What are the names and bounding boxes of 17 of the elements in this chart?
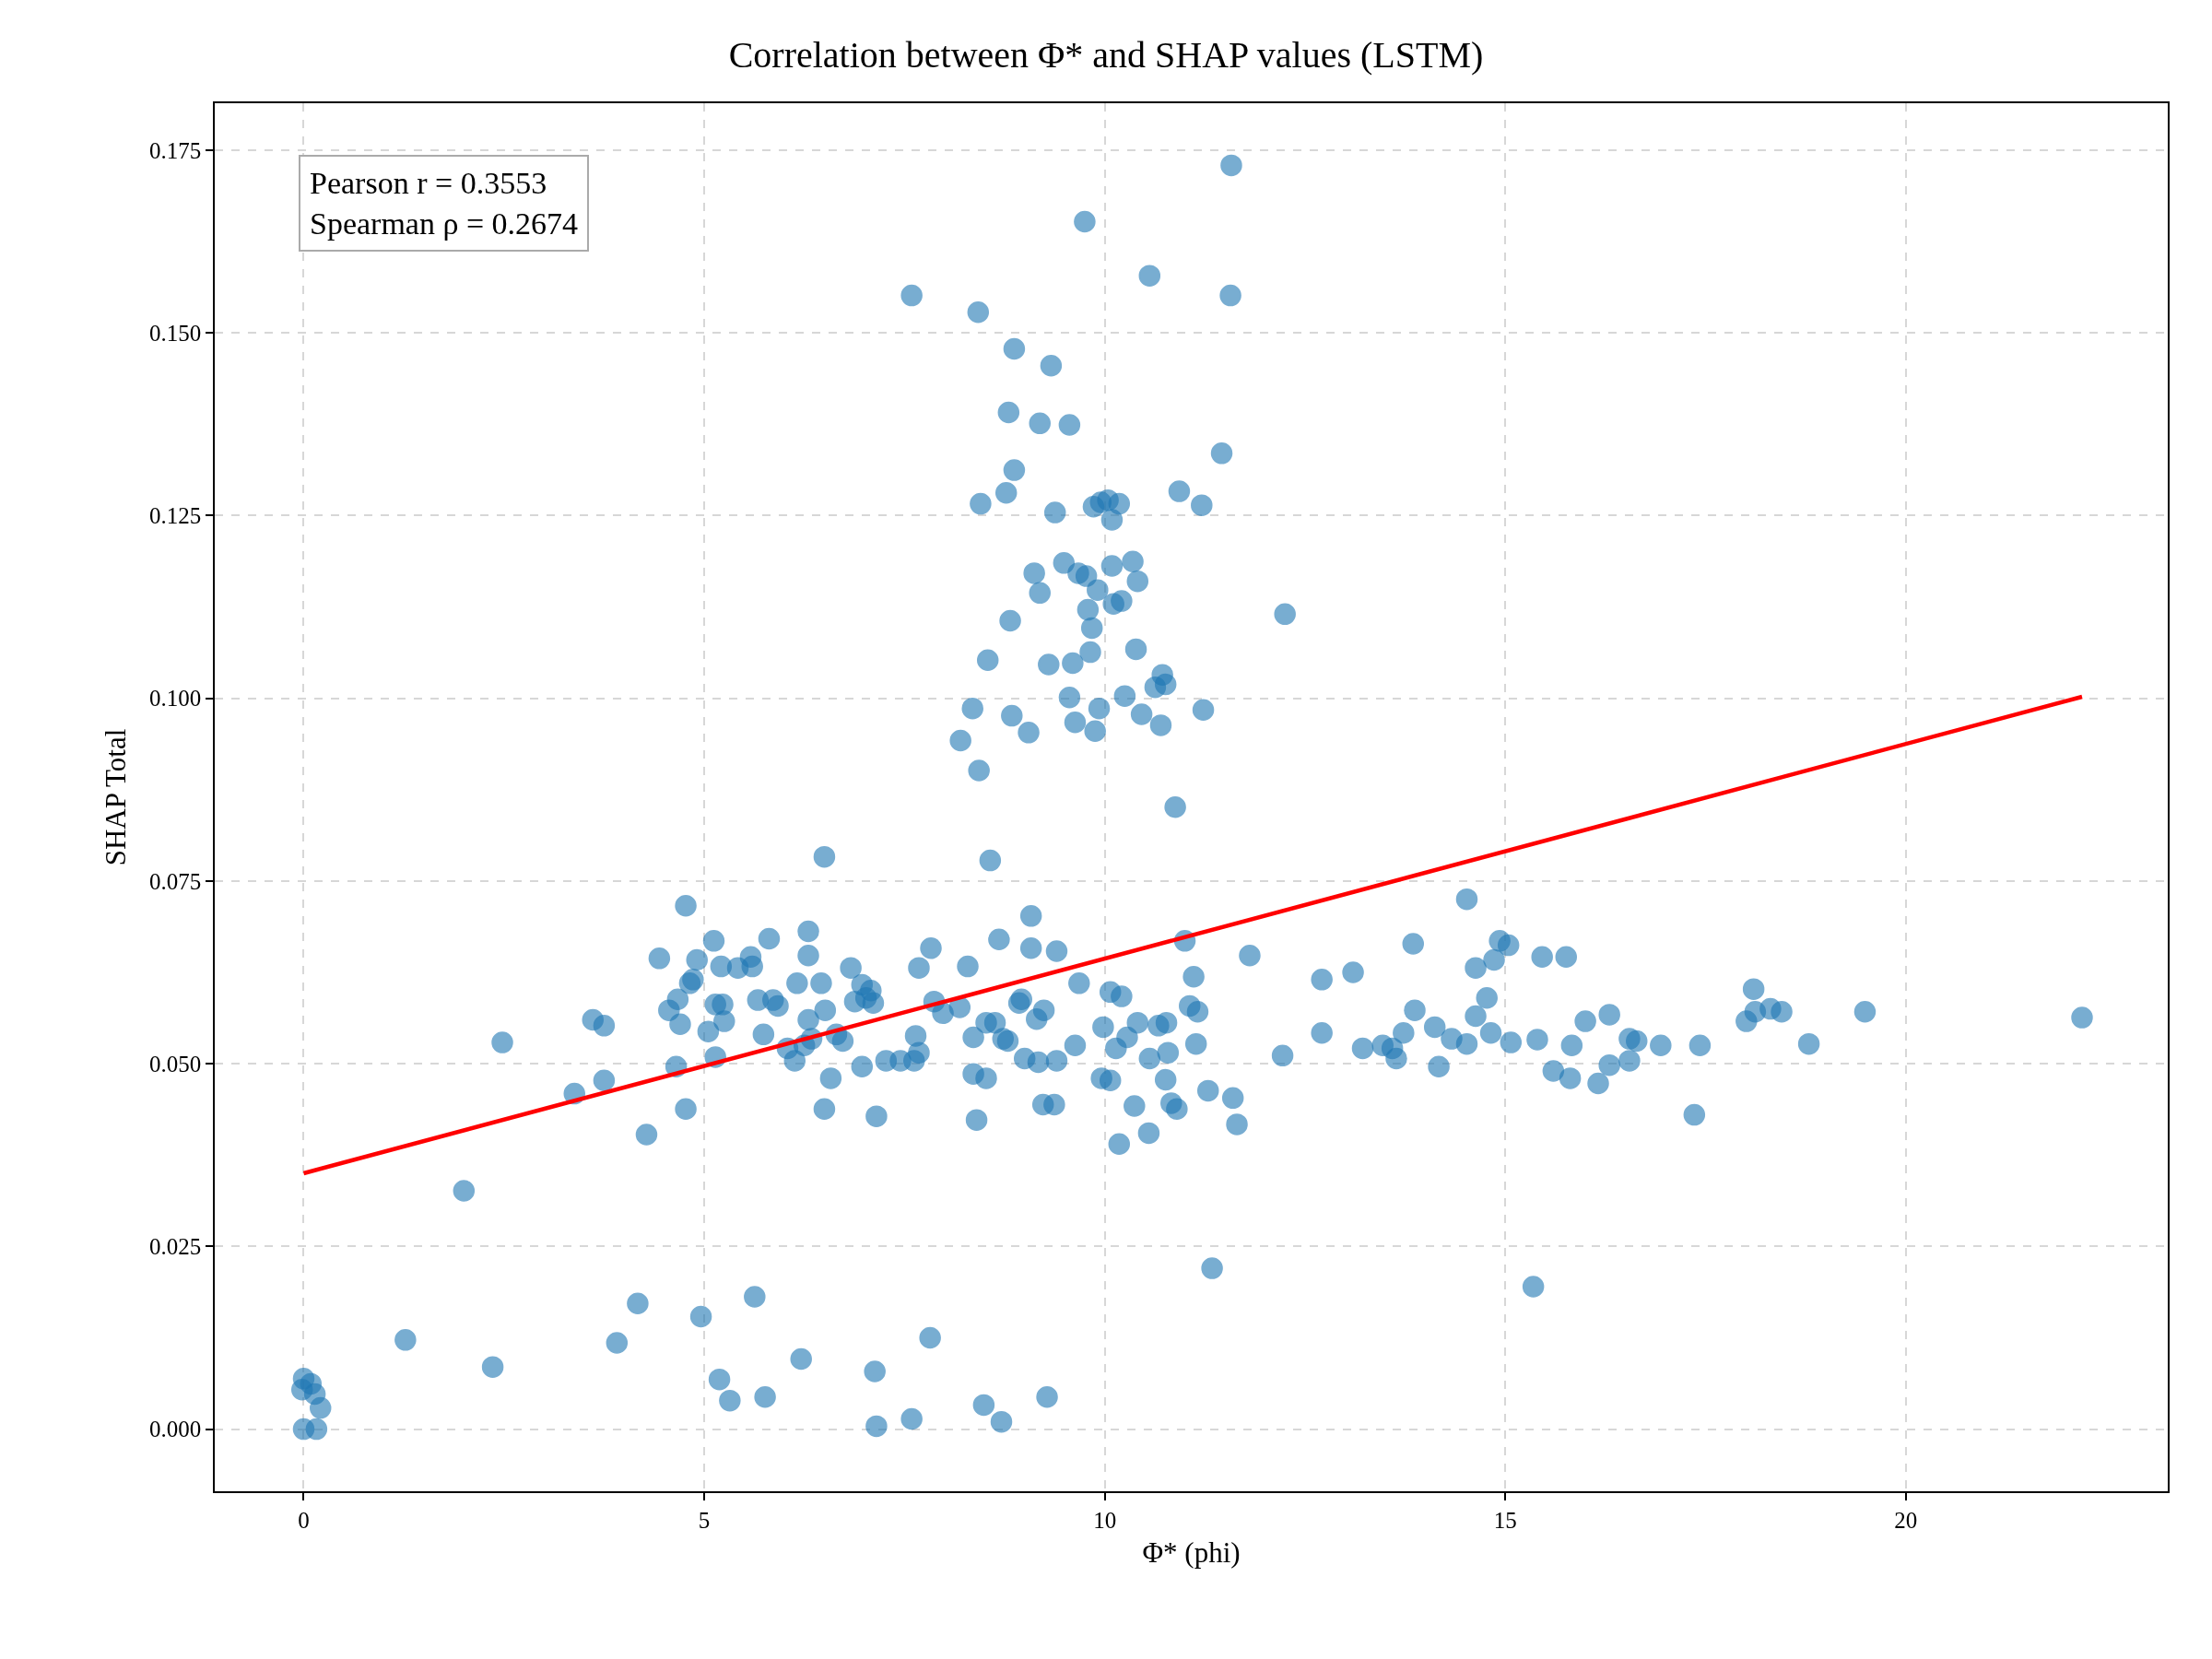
y-tick-label: 0.000 [149, 1417, 202, 1442]
x-tick-label: 10 [1093, 1507, 1117, 1533]
y-tick-label: 0.075 [149, 868, 202, 894]
y-tick-label: 0.050 [149, 1051, 202, 1077]
chart-title: Correlation between Φ* and SHAP values (LSTM) [728, 34, 1484, 76]
x-tick-label: 15 [1493, 1507, 1517, 1533]
annotation: Pearson r = 0.3553 Spearman ρ = 0.2674 [310, 166, 579, 241]
y-tick-label: 0.125 [149, 503, 202, 529]
x-tick-label: 0 [298, 1507, 310, 1533]
y-tick-label: 0.175 [149, 137, 202, 163]
y-axis-title: SHAP Total [100, 728, 133, 866]
y-tick-label: 0.025 [149, 1234, 202, 1260]
x-axis-title: Φ* (phi) [1142, 1536, 1241, 1570]
x-tick-label: 5 [698, 1507, 711, 1533]
y-tick-label: 0.150 [149, 320, 202, 346]
x-tick-label: 20 [1894, 1507, 1918, 1533]
y-tick-label: 0.100 [149, 686, 202, 712]
